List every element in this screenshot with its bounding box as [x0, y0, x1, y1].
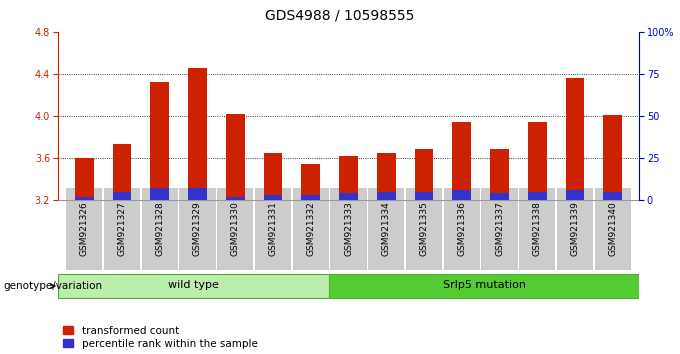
Bar [603, 115, 622, 200]
Bar [339, 156, 358, 200]
Bar [452, 122, 471, 200]
Bar [339, 193, 358, 200]
Bar [301, 195, 320, 200]
Text: wild type: wild type [168, 280, 219, 290]
Bar [150, 188, 169, 200]
Bar [264, 153, 282, 200]
Bar [528, 192, 547, 200]
Text: GDS4988 / 10598555: GDS4988 / 10598555 [265, 9, 415, 23]
Bar [603, 192, 622, 200]
Text: Srlp5 mutation: Srlp5 mutation [443, 280, 526, 290]
Bar [415, 149, 433, 200]
Bar [566, 190, 584, 200]
Legend: transformed count, percentile rank within the sample: transformed count, percentile rank withi… [63, 326, 258, 349]
Bar [113, 192, 131, 200]
Bar [566, 78, 584, 200]
Bar [113, 144, 131, 200]
Bar [452, 190, 471, 200]
FancyBboxPatch shape [329, 274, 639, 298]
Bar [75, 158, 94, 200]
Bar [377, 192, 396, 200]
Bar [264, 195, 282, 200]
Bar [415, 192, 433, 200]
Bar [490, 193, 509, 200]
Bar [226, 197, 245, 200]
FancyBboxPatch shape [58, 274, 329, 298]
Bar [226, 114, 245, 200]
Text: genotype/variation: genotype/variation [3, 281, 103, 291]
Bar [188, 188, 207, 200]
Bar [188, 68, 207, 200]
Bar [75, 197, 94, 200]
Bar [377, 153, 396, 200]
Bar [490, 149, 509, 200]
Bar [150, 82, 169, 200]
Bar [301, 164, 320, 200]
Bar [528, 122, 547, 200]
